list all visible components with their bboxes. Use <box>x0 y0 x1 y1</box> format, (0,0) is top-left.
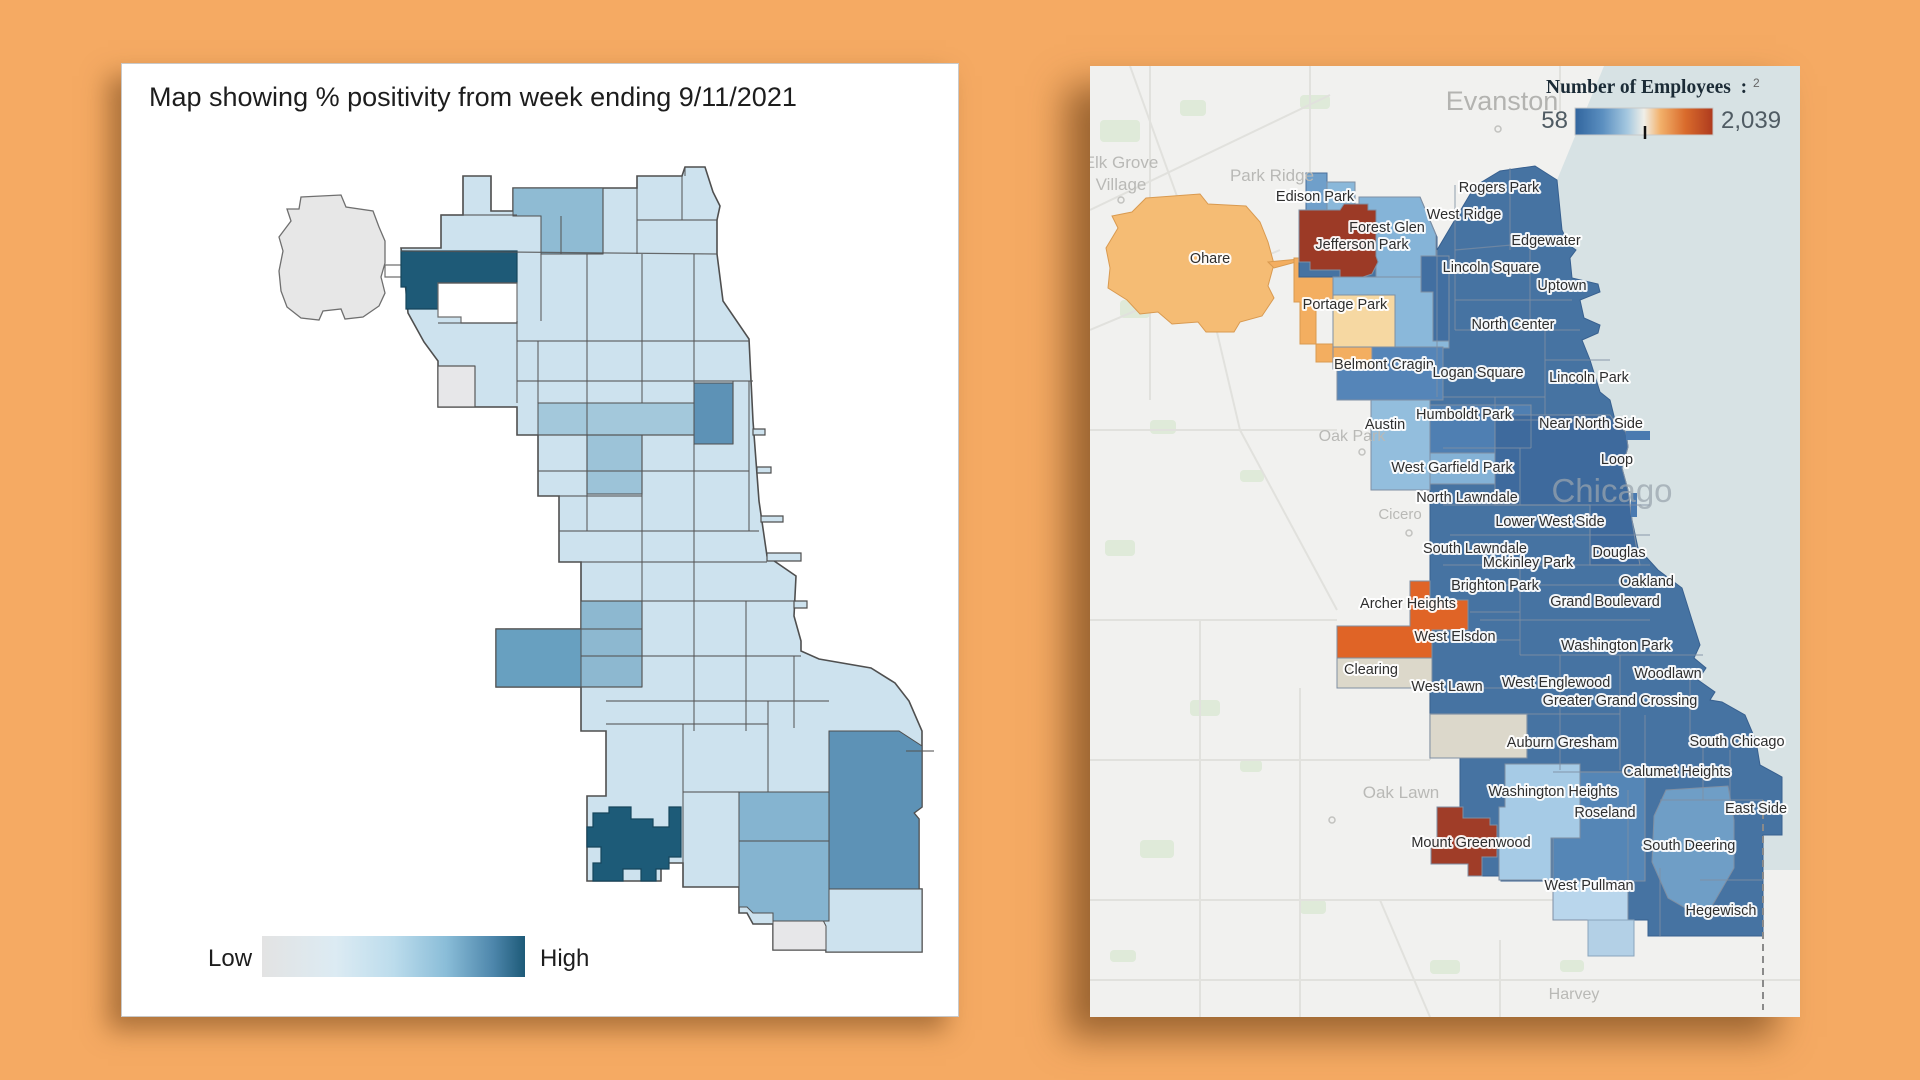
svg-text:Number of Employees :: Number of Employees : <box>1546 77 1747 98</box>
svg-text:Mckinley Park: Mckinley Park <box>1483 555 1574 571</box>
svg-text:2: 2 <box>1753 76 1760 90</box>
svg-text:Auburn Gresham: Auburn Gresham <box>1507 735 1617 751</box>
svg-text:Austin: Austin <box>1365 417 1405 433</box>
svg-text:Grand Boulevard: Grand Boulevard <box>1550 594 1660 610</box>
svg-text:West Elsdon: West Elsdon <box>1414 629 1495 645</box>
svg-text:Hegewisch: Hegewisch <box>1686 903 1757 919</box>
svg-text:Portage Park: Portage Park <box>1303 297 1388 313</box>
svg-text:Greater Grand Crossing: Greater Grand Crossing <box>1543 693 1698 709</box>
svg-text:Harvey: Harvey <box>1549 986 1600 1003</box>
svg-text:Forest Glen: Forest Glen <box>1349 220 1425 236</box>
svg-text:Roseland: Roseland <box>1574 805 1635 821</box>
svg-text:Mount Greenwood: Mount Greenwood <box>1411 835 1530 851</box>
svg-text:Cicero: Cicero <box>1378 506 1421 523</box>
svg-text:Humboldt Park: Humboldt Park <box>1416 407 1513 423</box>
svg-text:West Lawn: West Lawn <box>1411 679 1482 695</box>
svg-text:High: High <box>540 945 589 972</box>
svg-text:Chicago: Chicago <box>1551 472 1672 509</box>
svg-text:West Pullman: West Pullman <box>1544 878 1633 894</box>
svg-text:Calumet Heights: Calumet Heights <box>1623 764 1730 780</box>
svg-text:West Englewood: West Englewood <box>1502 675 1611 691</box>
svg-text:Douglas: Douglas <box>1592 545 1645 561</box>
svg-text:East Side: East Side <box>1725 801 1787 817</box>
svg-text:Near North Side: Near North Side <box>1539 416 1643 432</box>
svg-text:Woodlawn: Woodlawn <box>1634 666 1701 682</box>
svg-text:Uptown: Uptown <box>1537 278 1586 294</box>
svg-text:Village: Village <box>1096 175 1147 194</box>
svg-text:Oak Park: Oak Park <box>1319 428 1387 445</box>
svg-text:Lincoln Square: Lincoln Square <box>1443 260 1540 276</box>
svg-text:West Ridge: West Ridge <box>1427 207 1502 223</box>
svg-text:South Chicago: South Chicago <box>1689 734 1784 750</box>
svg-text:Lincoln Park: Lincoln Park <box>1549 370 1630 386</box>
svg-text:Logan Square: Logan Square <box>1432 365 1523 381</box>
svg-text:Loop: Loop <box>1601 452 1633 468</box>
svg-text:Brighton Park: Brighton Park <box>1451 578 1540 594</box>
svg-text:Belmont Cragin: Belmont Cragin <box>1334 357 1434 373</box>
svg-text:North Lawndale: North Lawndale <box>1416 490 1518 506</box>
svg-text:2,039: 2,039 <box>1721 107 1781 134</box>
svg-text:West Garfield Park: West Garfield Park <box>1391 460 1513 476</box>
svg-text:North Center: North Center <box>1471 317 1554 333</box>
svg-text:Clearing: Clearing <box>1344 662 1398 678</box>
svg-text:Jefferson Park: Jefferson Park <box>1315 237 1409 253</box>
svg-text:Lower West Side: Lower West Side <box>1495 514 1604 530</box>
svg-text:Oakland: Oakland <box>1620 574 1674 590</box>
svg-text:Washington Park: Washington Park <box>1561 638 1672 654</box>
svg-text:Low: Low <box>208 945 253 972</box>
svg-text:Edison Park: Edison Park <box>1276 189 1355 205</box>
svg-text:Washington Heights: Washington Heights <box>1488 784 1617 800</box>
svg-text:Elk Grove: Elk Grove <box>1090 153 1158 172</box>
svg-text:South Lawndale: South Lawndale <box>1423 541 1527 557</box>
svg-text:Evanston: Evanston <box>1446 86 1559 116</box>
svg-text:58: 58 <box>1541 107 1568 134</box>
svg-text:Oak Lawn: Oak Lawn <box>1363 783 1440 802</box>
svg-text:Rogers Park: Rogers Park <box>1459 180 1540 196</box>
svg-text:Archer Heights: Archer Heights <box>1360 596 1456 612</box>
svg-text:Edgewater: Edgewater <box>1511 233 1580 249</box>
svg-text:Park Ridge: Park Ridge <box>1230 166 1314 185</box>
svg-text:South Deering: South Deering <box>1643 838 1736 854</box>
svg-text:Ohare: Ohare <box>1190 251 1230 267</box>
